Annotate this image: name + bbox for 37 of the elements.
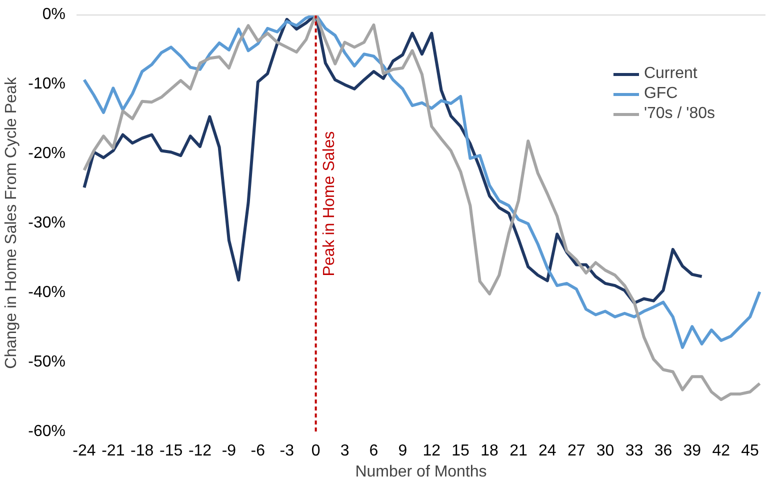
x-axis-title: Number of Months [355,464,487,480]
x-tick-label: 42 [712,442,730,460]
x-tick-label: -15 [160,442,183,460]
x-tick-label: 39 [683,442,702,460]
x-tick-label: -12 [188,442,212,460]
x-tick-label: 27 [567,442,586,460]
x-tick-label: 9 [398,442,408,460]
x-tick-label: -21 [102,442,125,460]
legend-label: GFC [644,85,678,103]
x-tick-label: 24 [538,442,556,460]
x-tick-label: 0 [311,442,320,460]
x-tick-label: 12 [422,442,441,460]
x-tick-label: -24 [72,442,96,460]
x-tick-label: -6 [250,442,266,460]
y-axis-title: Change in Home Sales From Cycle Peak [3,76,20,369]
x-tick-label: -18 [130,442,154,460]
y-tick-label: -60% [28,423,66,440]
x-tick-label: 3 [340,442,350,460]
y-tick-label: -10% [28,76,66,92]
x-tick-label: 30 [596,442,614,460]
y-tick-label: 0% [42,6,66,23]
x-tick-label: 6 [369,442,378,460]
legend-label: '70s / '80s [644,105,715,123]
y-tick-label: -30% [28,214,66,232]
y-tick-label: -50% [28,354,66,370]
x-tick-label: 45 [741,442,760,460]
x-tick-label: 18 [480,442,499,460]
x-tick-label: 15 [452,442,470,460]
legend-label: Current [644,65,698,83]
x-tick-label: 21 [510,442,528,460]
x-tick-label: 33 [625,442,644,460]
ref-line-label: Peak in Home Sales [320,131,338,276]
x-tick-label: -9 [222,442,236,460]
x-tick-label: 36 [654,442,672,460]
y-tick-label: -20% [28,145,66,162]
y-tick-label: -40% [28,284,66,301]
x-tick-label: -3 [280,442,294,460]
